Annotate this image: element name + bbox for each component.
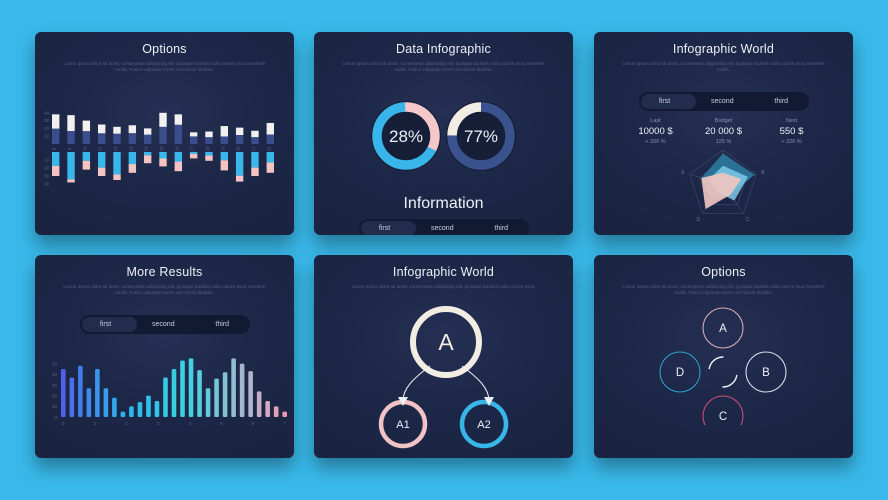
- svg-text:B: B: [762, 367, 770, 379]
- svg-text:20: 20: [52, 393, 58, 398]
- svg-text:7: 7: [283, 421, 286, 426]
- svg-text:5: 5: [220, 421, 223, 426]
- svg-text:22: 22: [266, 146, 271, 151]
- svg-text:B: B: [761, 170, 765, 176]
- svg-text:A: A: [438, 329, 454, 355]
- svg-text:13: 13: [128, 146, 133, 151]
- svg-text:0: 0: [62, 421, 65, 426]
- svg-text:16: 16: [174, 146, 179, 151]
- svg-text:12: 12: [113, 146, 118, 151]
- svg-text:C: C: [746, 217, 750, 223]
- svg-text:A2: A2: [477, 419, 490, 431]
- svg-text:20: 20: [44, 166, 49, 171]
- svg-text:10: 10: [52, 404, 58, 409]
- svg-text:10: 10: [82, 146, 87, 151]
- svg-text:E: E: [681, 170, 685, 176]
- svg-text:30: 30: [44, 118, 49, 123]
- svg-text:50: 50: [52, 361, 58, 366]
- svg-text:28%: 28%: [389, 127, 423, 146]
- svg-text:8: 8: [52, 147, 57, 150]
- svg-text:9: 9: [67, 147, 72, 150]
- svg-text:40: 40: [52, 372, 58, 377]
- svg-text:6: 6: [252, 421, 255, 426]
- svg-text:D: D: [676, 367, 684, 379]
- svg-text:10: 10: [44, 134, 49, 139]
- svg-text:20: 20: [44, 126, 49, 131]
- svg-text:40: 40: [44, 182, 49, 187]
- svg-text:19: 19: [220, 146, 225, 151]
- svg-text:10: 10: [44, 158, 49, 163]
- svg-text:4: 4: [189, 421, 192, 426]
- svg-text:30: 30: [44, 174, 49, 179]
- svg-text:3: 3: [157, 421, 160, 426]
- svg-text:2: 2: [125, 421, 128, 426]
- svg-text:1: 1: [94, 421, 97, 426]
- svg-text:21: 21: [251, 146, 256, 151]
- svg-text:11: 11: [98, 146, 103, 151]
- svg-text:40: 40: [44, 110, 49, 115]
- svg-text:15: 15: [159, 146, 164, 151]
- svg-text:C: C: [719, 411, 727, 423]
- svg-text:A1: A1: [396, 419, 409, 431]
- svg-text:14: 14: [144, 146, 149, 151]
- svg-text:D: D: [697, 217, 701, 223]
- svg-text:30: 30: [52, 383, 58, 388]
- svg-text:20: 20: [236, 146, 241, 151]
- svg-text:77%: 77%: [464, 127, 498, 146]
- svg-text:18: 18: [205, 146, 210, 151]
- svg-text:0: 0: [54, 415, 57, 420]
- svg-text:17: 17: [190, 146, 195, 151]
- svg-text:A: A: [719, 323, 727, 335]
